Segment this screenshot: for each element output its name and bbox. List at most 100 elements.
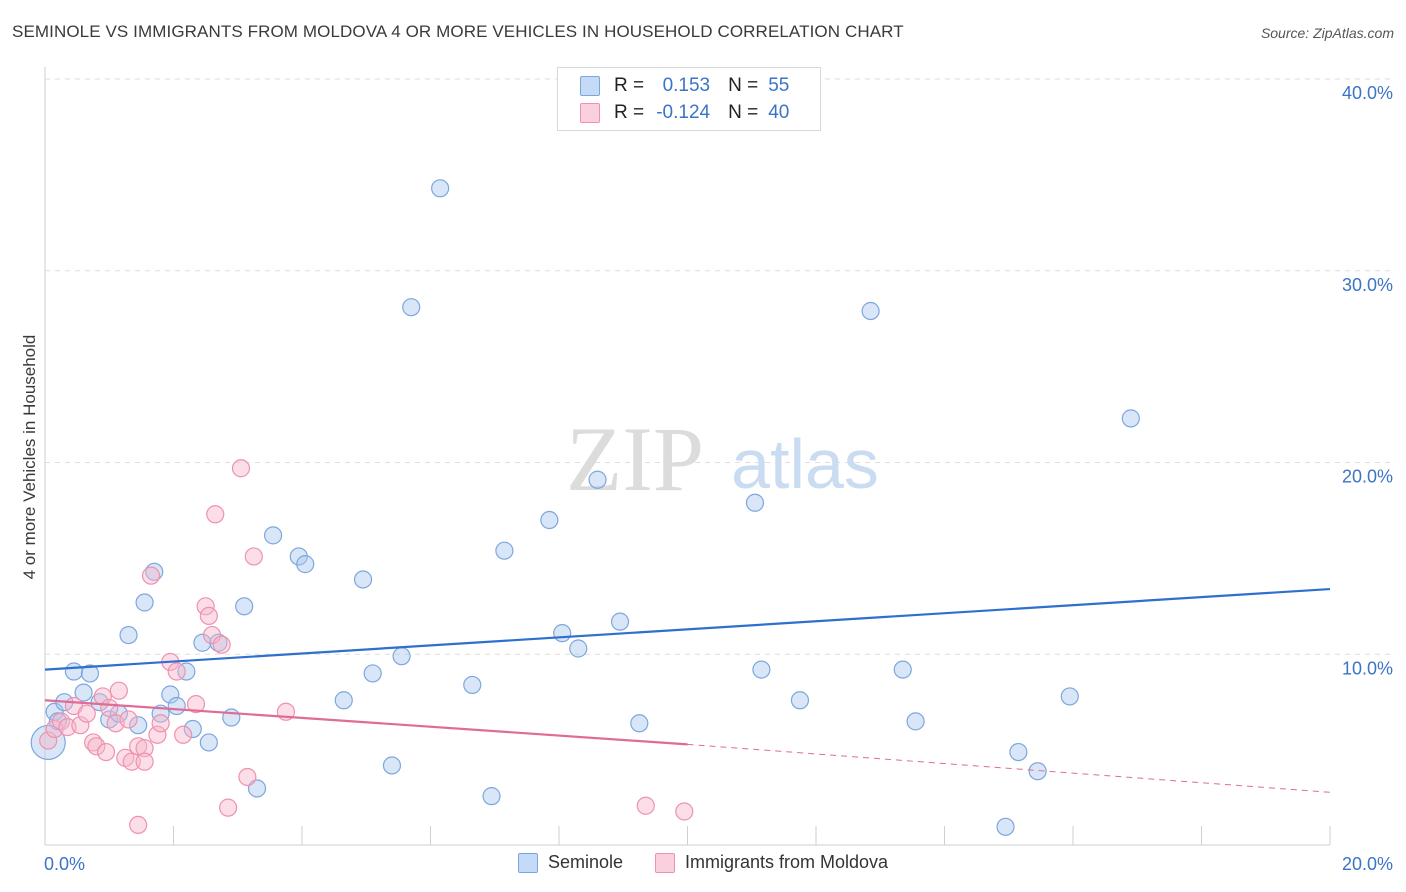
- seminole-point: [334, 691, 353, 710]
- y-tick-label: 40.0%: [1342, 83, 1393, 103]
- seminole-point: [861, 301, 880, 321]
- seminole-point: [610, 612, 630, 631]
- source-label: Source: ZipAtlas.com: [1260, 25, 1394, 41]
- seminole-point: [129, 716, 148, 735]
- seminole-point: [119, 625, 138, 645]
- legend-n-value: 55: [768, 75, 790, 96]
- seminole-point: [495, 541, 514, 560]
- moldova-point: [96, 742, 116, 762]
- series-swatch-blue: [517, 852, 538, 873]
- seminole-point: [167, 696, 186, 716]
- correlation-legend: R = 0.153 N = 55 R = -0.124 N = 40: [557, 67, 821, 131]
- data-points: [30, 179, 1140, 836]
- x-tick-label: 0.0%: [44, 854, 85, 874]
- legend-n-label: N =: [728, 102, 759, 123]
- seminole-point: [177, 662, 196, 681]
- moldova-point: [167, 662, 186, 681]
- series-legend-item-moldova[interactable]: Immigrants from Moldova: [654, 852, 889, 873]
- moldova-point: [244, 547, 263, 566]
- moldova-point: [636, 796, 655, 815]
- moldova-point: [148, 725, 167, 744]
- seminole-point: [1121, 409, 1140, 428]
- moldova-point: [199, 606, 218, 626]
- moldova-point: [109, 681, 128, 700]
- legend-row-seminole: R = 0.153 N = 55: [580, 74, 789, 98]
- moldova-point: [206, 505, 225, 524]
- moldova-point: [196, 597, 215, 616]
- legend-r-label: R =: [614, 102, 645, 123]
- moldova-point: [122, 752, 141, 771]
- moldova-point: [119, 710, 138, 729]
- legend-row-moldova: R = -0.124 N = 40: [580, 101, 789, 125]
- seminole-point: [161, 685, 180, 704]
- moldova-point: [675, 802, 694, 821]
- moldova-point: [77, 704, 96, 723]
- legend-swatch-pink: [580, 103, 600, 123]
- moldova-point: [141, 566, 161, 585]
- seminole-point: [588, 470, 607, 489]
- seminole-point: [752, 660, 771, 679]
- seminole-point: [193, 633, 212, 652]
- watermark-atlas: atlas: [731, 425, 879, 503]
- seminole-point: [80, 664, 100, 683]
- chart-title: SEMINOLE VS IMMIGRANTS FROM MOLDOVA 4 OR…: [12, 22, 904, 41]
- seminole-point: [74, 683, 93, 702]
- moldova-point: [151, 714, 170, 733]
- legend-n-label: N =: [728, 75, 759, 96]
- seminole-point: [1060, 687, 1079, 706]
- series-legend-label: Immigrants from Moldova: [684, 852, 889, 872]
- seminole-point: [431, 179, 450, 198]
- moldova-point: [174, 725, 193, 744]
- series-legend-item-seminole[interactable]: Seminole: [517, 852, 623, 873]
- seminole-point: [90, 693, 109, 712]
- moldova-point: [100, 698, 119, 718]
- seminole-point: [745, 493, 765, 512]
- moldova-point: [202, 625, 222, 645]
- seminole-point: [569, 639, 588, 658]
- moldova-point: [219, 798, 238, 817]
- seminole-point: [893, 660, 912, 679]
- seminole-point: [463, 675, 482, 695]
- trend-lines: [44, 587, 1331, 793]
- seminole-point: [392, 647, 411, 666]
- seminole-point: [1028, 762, 1047, 781]
- legend-r-label: R =: [614, 75, 645, 96]
- moldova-point: [238, 767, 257, 787]
- y-tick-label: 20.0%: [1342, 467, 1393, 487]
- moldova-point: [129, 815, 148, 835]
- seminole-point: [790, 691, 810, 710]
- y-tick-label: 10.0%: [1342, 658, 1393, 678]
- moldova-point: [129, 737, 148, 756]
- watermark-zip: ZIP: [566, 408, 704, 510]
- seminole-point: [996, 817, 1015, 836]
- series-legend-label: Seminole: [547, 852, 623, 872]
- watermark: ZIP atlas: [566, 408, 879, 510]
- moldova-trend-extension: [687, 743, 1331, 793]
- seminole-point: [64, 662, 84, 681]
- seminole-point: [482, 787, 501, 806]
- seminole-point: [199, 733, 218, 752]
- moldova-point: [87, 737, 106, 756]
- seminole-point: [1009, 742, 1028, 762]
- moldova-point: [186, 695, 206, 714]
- seminole-point: [235, 597, 254, 616]
- moldova-point: [39, 731, 58, 750]
- seminole-point: [402, 298, 421, 317]
- moldova-point: [212, 635, 231, 654]
- seminole-trend-line: [44, 587, 1331, 671]
- seminole-point: [263, 526, 283, 545]
- moldova-point: [71, 716, 90, 735]
- gridlines: [45, 78, 1392, 655]
- seminole-point: [363, 664, 382, 683]
- legend-r-value: -0.124: [656, 102, 711, 123]
- seminole-point: [630, 714, 649, 733]
- y-tick-label: 30.0%: [1342, 275, 1393, 295]
- series-swatch-pink: [654, 852, 675, 873]
- seminole-point: [540, 510, 559, 530]
- seminole-point: [553, 624, 572, 643]
- x-tick-label: 20.0%: [1342, 854, 1393, 874]
- moldova-point: [135, 752, 154, 771]
- seminole-point: [906, 712, 925, 731]
- seminole-point: [296, 555, 315, 574]
- seminole-point: [183, 719, 202, 739]
